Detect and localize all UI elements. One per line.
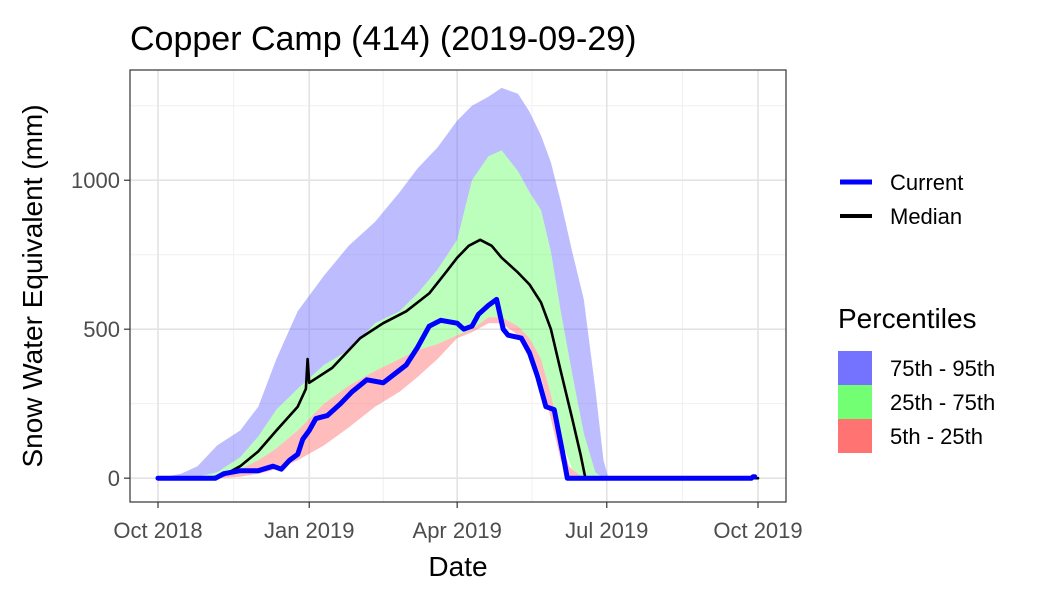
legend-swatch-band — [838, 385, 872, 419]
y-tick-label: 500 — [83, 317, 120, 342]
plot-border — [129, 69, 787, 503]
legend-bands-title: Percentiles — [838, 303, 977, 334]
x-tick-label: Oct 2019 — [713, 518, 802, 543]
percentile-bands — [158, 87, 758, 479]
series-lines — [155, 238, 760, 481]
plot-area — [129, 69, 787, 503]
y-axis: 0 500 1000 — [71, 168, 130, 491]
line-current — [155, 296, 758, 481]
band-75th-95th — [158, 87, 758, 479]
legend-label-median: Median — [890, 204, 962, 229]
y-axis-title: Snow Water Equivalent (mm) — [17, 104, 48, 467]
legend-label-band: 25th - 75th — [890, 390, 995, 415]
legend-swatch-band — [838, 351, 872, 385]
chart-title: Copper Camp (414) (2019-09-29) — [130, 20, 636, 58]
line-median — [156, 238, 760, 480]
grid — [130, 70, 786, 502]
x-tick-label: Apr 2019 — [413, 518, 502, 543]
plot-background — [130, 70, 786, 502]
band-5th-25th — [158, 317, 758, 479]
legend-lines: Current Median — [840, 170, 963, 229]
x-tick-label: Jul 2019 — [565, 518, 648, 543]
legend-label-band: 75th - 95th — [890, 356, 995, 381]
x-tick-label: Jan 2019 — [264, 518, 355, 543]
y-tick-label: 1000 — [71, 168, 120, 193]
legend-swatch-band — [838, 419, 872, 453]
legend-bands: 75th - 95th 25th - 75th 5th - 25th — [838, 351, 995, 453]
y-tick-label: 0 — [108, 466, 120, 491]
band-25th-75th — [158, 150, 758, 479]
x-tick-label: Oct 2018 — [113, 518, 202, 543]
x-axis: Oct 2018 Jan 2019 Apr 2019 Jul 2019 Oct 2019 — [113, 502, 803, 543]
legend: Current Median Percentiles 75th - 95th 25t… — [838, 170, 995, 453]
x-axis-title: Date — [428, 551, 487, 582]
legend-label-band: 5th - 25th — [890, 424, 983, 449]
legend-label-current: Current — [890, 170, 963, 195]
